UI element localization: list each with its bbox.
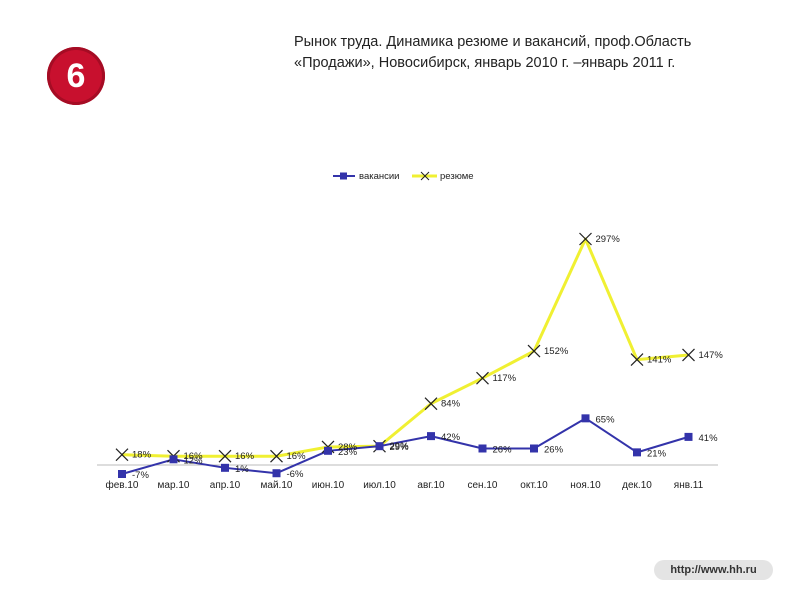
vacancy-point-marker [478, 444, 487, 453]
resume-data-label: 16% [287, 451, 307, 462]
vacancy-point-marker [581, 414, 590, 423]
resume-data-label: 117% [493, 373, 517, 384]
x-tick-label: янв.11 [674, 480, 704, 491]
vacancy-data-label: 1% [235, 464, 249, 475]
vacancy-data-label: 23% [338, 447, 358, 458]
vacancy-point-marker [375, 442, 384, 451]
resume-data-label: 297% [596, 234, 621, 245]
resume-point-marker [527, 344, 541, 358]
resume-point-marker [682, 348, 695, 362]
vacancy-point-marker [221, 463, 229, 472]
legend-item-vacancies: вакансии [333, 171, 399, 182]
vacancy-point-marker [324, 446, 332, 455]
x-tick-label: сен.10 [468, 480, 498, 491]
vacancy-data-label: 21% [647, 448, 667, 459]
vacancy-point-marker [633, 448, 641, 457]
vacancy-point-marker [427, 432, 435, 441]
vacancy-data-label: -7% [132, 470, 149, 481]
vacancy-point-marker [530, 444, 538, 453]
resume-point-marker [270, 449, 283, 463]
resume-data-label: 147% [699, 350, 724, 361]
slide-title: Рынок труда. Динамика резюме и вакансий,… [294, 34, 692, 71]
vacancy-point-marker [272, 469, 281, 478]
resume-point-marker [579, 232, 592, 246]
vacancy-data-label: 26% [493, 444, 513, 455]
resume-data-label: 16% [184, 451, 204, 462]
chart-axis-layer: фев.10 мар.10 апр.10 май.10 июн.10 июл.10 авг.… [97, 464, 718, 491]
x-tick-label: апр.10 [210, 480, 241, 491]
slide-number-badge: 6 [47, 47, 105, 105]
resume-data-label: 18% [132, 450, 152, 461]
svg-text:вакансии: вакансии [359, 171, 399, 182]
vacancy-data-label: 42% [441, 432, 461, 443]
vacancy-data-label: 65% [596, 414, 616, 425]
resume-data-label: 152% [544, 346, 569, 357]
vacancy-data-label: -6% [287, 469, 304, 480]
resume-series-line [121, 237, 689, 458]
vacancy-series-line [121, 417, 689, 475]
x-tick-label: авг.10 [417, 480, 445, 491]
vacancy-data-label: 12% [184, 455, 204, 466]
vacancy-data-label: 26% [544, 444, 564, 455]
legend-item-resumes: резюме [412, 171, 474, 182]
x-tick-label: окт.10 [520, 480, 548, 491]
x-tick-label: май.10 [261, 480, 293, 491]
x-tick-label: мар.10 [158, 480, 190, 491]
vacancy-point-marker [684, 432, 693, 441]
vacancy-data-label: 29% [390, 442, 410, 453]
resume-data-label: 16% [235, 451, 255, 462]
vacancy-point-marker [169, 455, 178, 464]
vacancy-data-label: 41% [699, 433, 719, 444]
x-tick-label: фев.10 [105, 479, 138, 491]
resume-point-marker [476, 371, 489, 385]
chart-legend: вакансии резюме [333, 171, 474, 182]
svg-text:резюме: резюме [440, 171, 474, 182]
vacancy-point-marker [118, 470, 126, 478]
resume-point-marker [218, 449, 232, 463]
x-tick-label: июн.10 [312, 480, 345, 491]
resume-point-marker [424, 397, 438, 411]
x-tick-label: дек.10 [622, 480, 652, 491]
resume-data-label: 84% [441, 399, 461, 410]
resume-data-label: 28% [338, 442, 358, 453]
chart-label-layer: 18% 16% 16% 16% 28% 29% 84% 117% 152% 297% 141% 147… [132, 234, 723, 481]
x-tick-label: июл.10 [363, 480, 396, 491]
chart-series-layer [115, 232, 695, 478]
resume-point-marker [630, 353, 644, 367]
x-tick-label: ноя.10 [570, 480, 601, 491]
resume-point-marker [115, 448, 129, 462]
footer-url[interactable]: http://www.hh.ru [654, 560, 773, 580]
resume-data-label: 141% [647, 355, 672, 366]
resume-data-label: 29% [390, 441, 410, 452]
